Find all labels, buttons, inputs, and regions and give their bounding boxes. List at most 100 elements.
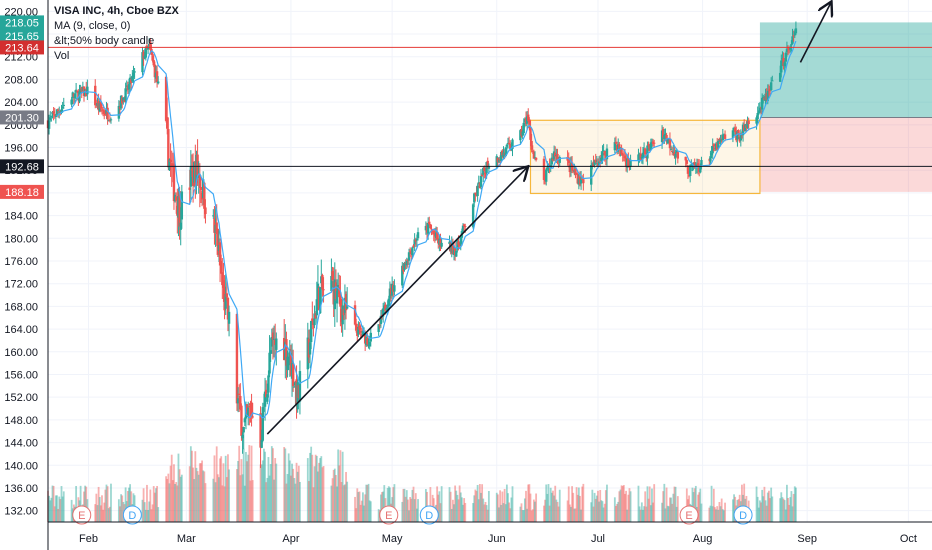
candle (670, 146, 674, 156)
candle (271, 327, 275, 360)
candle (637, 148, 640, 166)
earnings-marker[interactable]: E (72, 505, 92, 525)
volume-bar (511, 486, 514, 522)
ma-legend[interactable]: MA (9, close, 0) (54, 20, 131, 32)
candle-body (521, 131, 524, 136)
volume-bar (249, 480, 252, 522)
volume-bar (575, 487, 578, 522)
candle-body (575, 173, 578, 175)
symbol-title[interactable]: VISA INC, 4h, Cboe BZX (54, 5, 179, 17)
volume-bar (676, 496, 679, 522)
candle-body (166, 117, 169, 129)
volume-bar (457, 499, 460, 522)
candle-body (405, 260, 408, 266)
price-tick-label: 180.00 (4, 233, 38, 245)
volume-bar (572, 492, 575, 522)
volume-bar (580, 509, 582, 522)
candle-body (339, 292, 342, 307)
price-tag-label: 201.30 (5, 112, 39, 124)
candle-body (275, 338, 278, 350)
volume-bar (415, 508, 418, 522)
earnings-marker[interactable]: E (679, 505, 699, 525)
volume-bar (591, 489, 594, 522)
volume-bar (697, 494, 699, 522)
volume-bar (790, 491, 793, 522)
candle-body (685, 160, 689, 164)
candle-body (236, 398, 240, 404)
volume-bar (392, 487, 395, 522)
volume-bar (346, 481, 349, 522)
volume-bar (228, 469, 230, 522)
candle-body (719, 139, 722, 142)
volume-bar (626, 509, 629, 522)
volume-bar (629, 491, 632, 522)
candle-body (747, 120, 750, 125)
volume-bar (339, 450, 342, 522)
price-tag-bg (0, 15, 44, 30)
volume-bar (294, 483, 297, 522)
volume-bar (483, 504, 486, 522)
volume-bar (663, 483, 666, 522)
price-tag-label: 213.64 (5, 42, 39, 54)
volume-bar (756, 496, 759, 522)
candle (502, 146, 505, 160)
candle-body (164, 76, 168, 121)
volume-bar (272, 448, 274, 522)
price-tag-bg (0, 184, 44, 199)
candle (166, 97, 169, 135)
candle-body (780, 60, 783, 73)
candle (602, 143, 605, 153)
volume-bar (411, 489, 414, 522)
volume-bar (120, 494, 123, 522)
candle (686, 165, 690, 179)
volume-bar (661, 502, 663, 522)
dividend-marker[interactable]: D (733, 505, 753, 525)
volume-bar (500, 504, 503, 522)
volume-bar (128, 487, 130, 522)
volume-bar (285, 483, 288, 522)
volume-bar (765, 505, 768, 522)
candle-body (226, 297, 230, 320)
candle (505, 143, 509, 154)
volume-bar (338, 465, 341, 522)
candle-body (315, 299, 318, 316)
volume-bar (264, 451, 266, 522)
volume-bar (383, 485, 386, 522)
price-tick-label: 160.00 (4, 347, 38, 359)
candle-body (149, 42, 152, 50)
earnings-marker[interactable]: E (379, 505, 399, 525)
volume-bar (482, 498, 485, 522)
dividend-marker[interactable]: D (419, 505, 439, 525)
candle-body (768, 89, 772, 91)
candle-body (369, 332, 372, 342)
volume-bar (367, 483, 370, 522)
volume-bar (408, 510, 410, 522)
candle-body (271, 332, 275, 340)
volume-bar (733, 494, 735, 522)
dividend-marker[interactable]: D (122, 505, 142, 525)
candle-body (235, 313, 239, 404)
candle (597, 156, 601, 166)
candle-body (668, 138, 672, 149)
volume-bar (440, 486, 443, 522)
candle-body (204, 207, 207, 215)
price-tag-label: 218.05 (5, 17, 39, 29)
volume-bar (330, 485, 333, 522)
volume-legend[interactable]: Vol (54, 50, 70, 62)
volume-bar (202, 470, 205, 522)
volume-bar (52, 485, 55, 522)
volume-bar (502, 503, 505, 522)
volume-bar (270, 446, 273, 522)
volume-bar (590, 502, 593, 522)
candle (54, 113, 58, 124)
trend-arrow (266, 167, 527, 435)
indicator-legend[interactable]: &lt;50% body candle (54, 35, 155, 47)
candle (285, 331, 288, 380)
marker-circle (379, 505, 399, 525)
volume-bar (553, 495, 556, 522)
candle-body (605, 148, 609, 160)
candle-body (353, 305, 357, 325)
candle (756, 106, 759, 125)
